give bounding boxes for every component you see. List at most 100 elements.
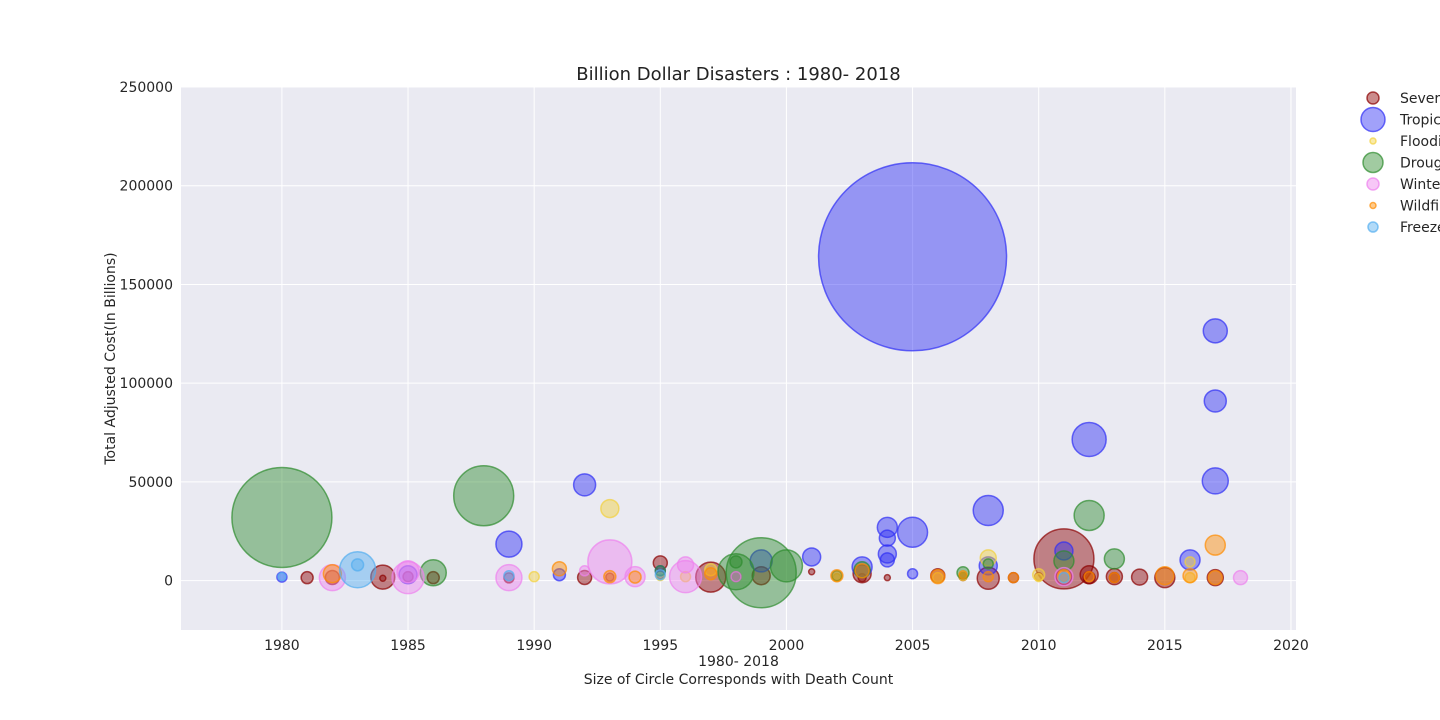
data-point [324, 569, 341, 586]
data-point [551, 561, 568, 577]
data-point [877, 544, 898, 564]
data-point [1073, 499, 1105, 532]
data-point [654, 568, 667, 581]
data-point [300, 570, 314, 585]
data-point [1033, 572, 1044, 583]
data-point [817, 162, 1008, 352]
data-point [624, 565, 646, 588]
data-point [370, 564, 396, 590]
data-point [1203, 389, 1228, 413]
legend-label: Droug [1400, 156, 1440, 172]
legend-marker [1366, 91, 1380, 105]
data-point [807, 568, 816, 576]
data-point [391, 560, 425, 595]
data-point [398, 564, 418, 585]
data-point [495, 530, 523, 558]
data-point [932, 571, 944, 584]
y-tick-label: 100000 [120, 376, 173, 392]
y-tick-label: 50000 [128, 475, 173, 491]
data-point [1057, 568, 1071, 583]
data-point [628, 570, 642, 584]
data-point [1108, 571, 1121, 584]
data-point [982, 570, 994, 583]
data-point [396, 560, 420, 584]
data-point [350, 558, 365, 572]
data-point [1083, 570, 1095, 583]
data-point [452, 464, 515, 527]
data-point [725, 536, 797, 609]
legend-marker [1369, 201, 1377, 210]
legend-label: Sever [1400, 91, 1440, 107]
data-point [1058, 571, 1070, 584]
data-point [231, 466, 333, 569]
data-point [1053, 550, 1075, 572]
data-point [972, 494, 1004, 527]
data-point [322, 563, 343, 584]
x-axis-label: 1980- 2018 [698, 654, 779, 670]
data-point [704, 563, 718, 577]
data-point [830, 568, 844, 583]
series-freeze [277, 551, 1070, 589]
x-tick-label: 1995 [642, 638, 678, 654]
x-tick-label: 1980 [264, 638, 300, 654]
data-point [1031, 567, 1046, 582]
data-point [654, 565, 667, 577]
data-point [426, 570, 441, 585]
data-point [402, 570, 414, 583]
data-point [1103, 548, 1126, 570]
data-point [1202, 318, 1229, 344]
legend-label: Floodi [1400, 134, 1440, 150]
data-points [231, 162, 1249, 609]
y-tick-label: 250000 [120, 80, 173, 96]
y-tick-label: 150000 [120, 277, 173, 293]
data-point [552, 567, 567, 582]
data-point [1179, 549, 1201, 571]
data-point [1206, 568, 1225, 587]
chart-title: Billion Dollar Disasters : 1980- 2018 [576, 64, 900, 85]
series-tropic [276, 162, 1230, 585]
data-point [277, 571, 287, 582]
legend-label: Tropic [1399, 113, 1440, 129]
legend-marker [1367, 221, 1379, 233]
data-point [704, 566, 718, 581]
data-point [906, 567, 919, 580]
data-point [668, 559, 703, 594]
x-tick-label: 2010 [1021, 638, 1057, 654]
data-point [605, 572, 615, 582]
data-point [338, 551, 377, 589]
data-point [1184, 556, 1196, 568]
legend-label: Winter [1400, 177, 1440, 193]
data-point [1232, 569, 1249, 586]
legend-marker [1360, 106, 1386, 133]
data-point [587, 539, 633, 585]
data-point [676, 556, 695, 574]
data-point [503, 569, 515, 582]
data-point [1007, 571, 1020, 584]
data-point [878, 529, 897, 547]
data-point [679, 570, 692, 583]
legend-marker [1362, 151, 1384, 174]
y-tick-label: 200000 [120, 179, 173, 195]
data-point [1155, 565, 1175, 586]
legend-marker [1369, 137, 1377, 145]
x-tick-label: 2015 [1147, 638, 1183, 654]
x-tick-label: 1985 [390, 638, 426, 654]
data-point [572, 473, 597, 497]
data-point [883, 573, 892, 582]
y-axis-label: Total Adjusted Cost(In Billions) [103, 252, 119, 465]
x-axis-sublabel: Size of Circle Corresponds with Death Co… [584, 672, 894, 688]
legend-label: Freeze [1400, 220, 1440, 236]
data-point [1201, 467, 1230, 495]
data-point [1182, 567, 1198, 584]
data-point [769, 549, 804, 583]
data-point [379, 574, 387, 583]
data-point [958, 569, 968, 580]
data-point [1130, 568, 1149, 586]
x-tick-label: 2005 [895, 638, 931, 654]
legend: Sever Tropic Floodi Droug Winter Wildfir Freez… [1360, 91, 1440, 236]
data-point [600, 498, 620, 519]
data-point [730, 570, 742, 583]
data-point [528, 570, 540, 583]
legend-marker [1366, 177, 1380, 191]
data-point [930, 568, 946, 585]
